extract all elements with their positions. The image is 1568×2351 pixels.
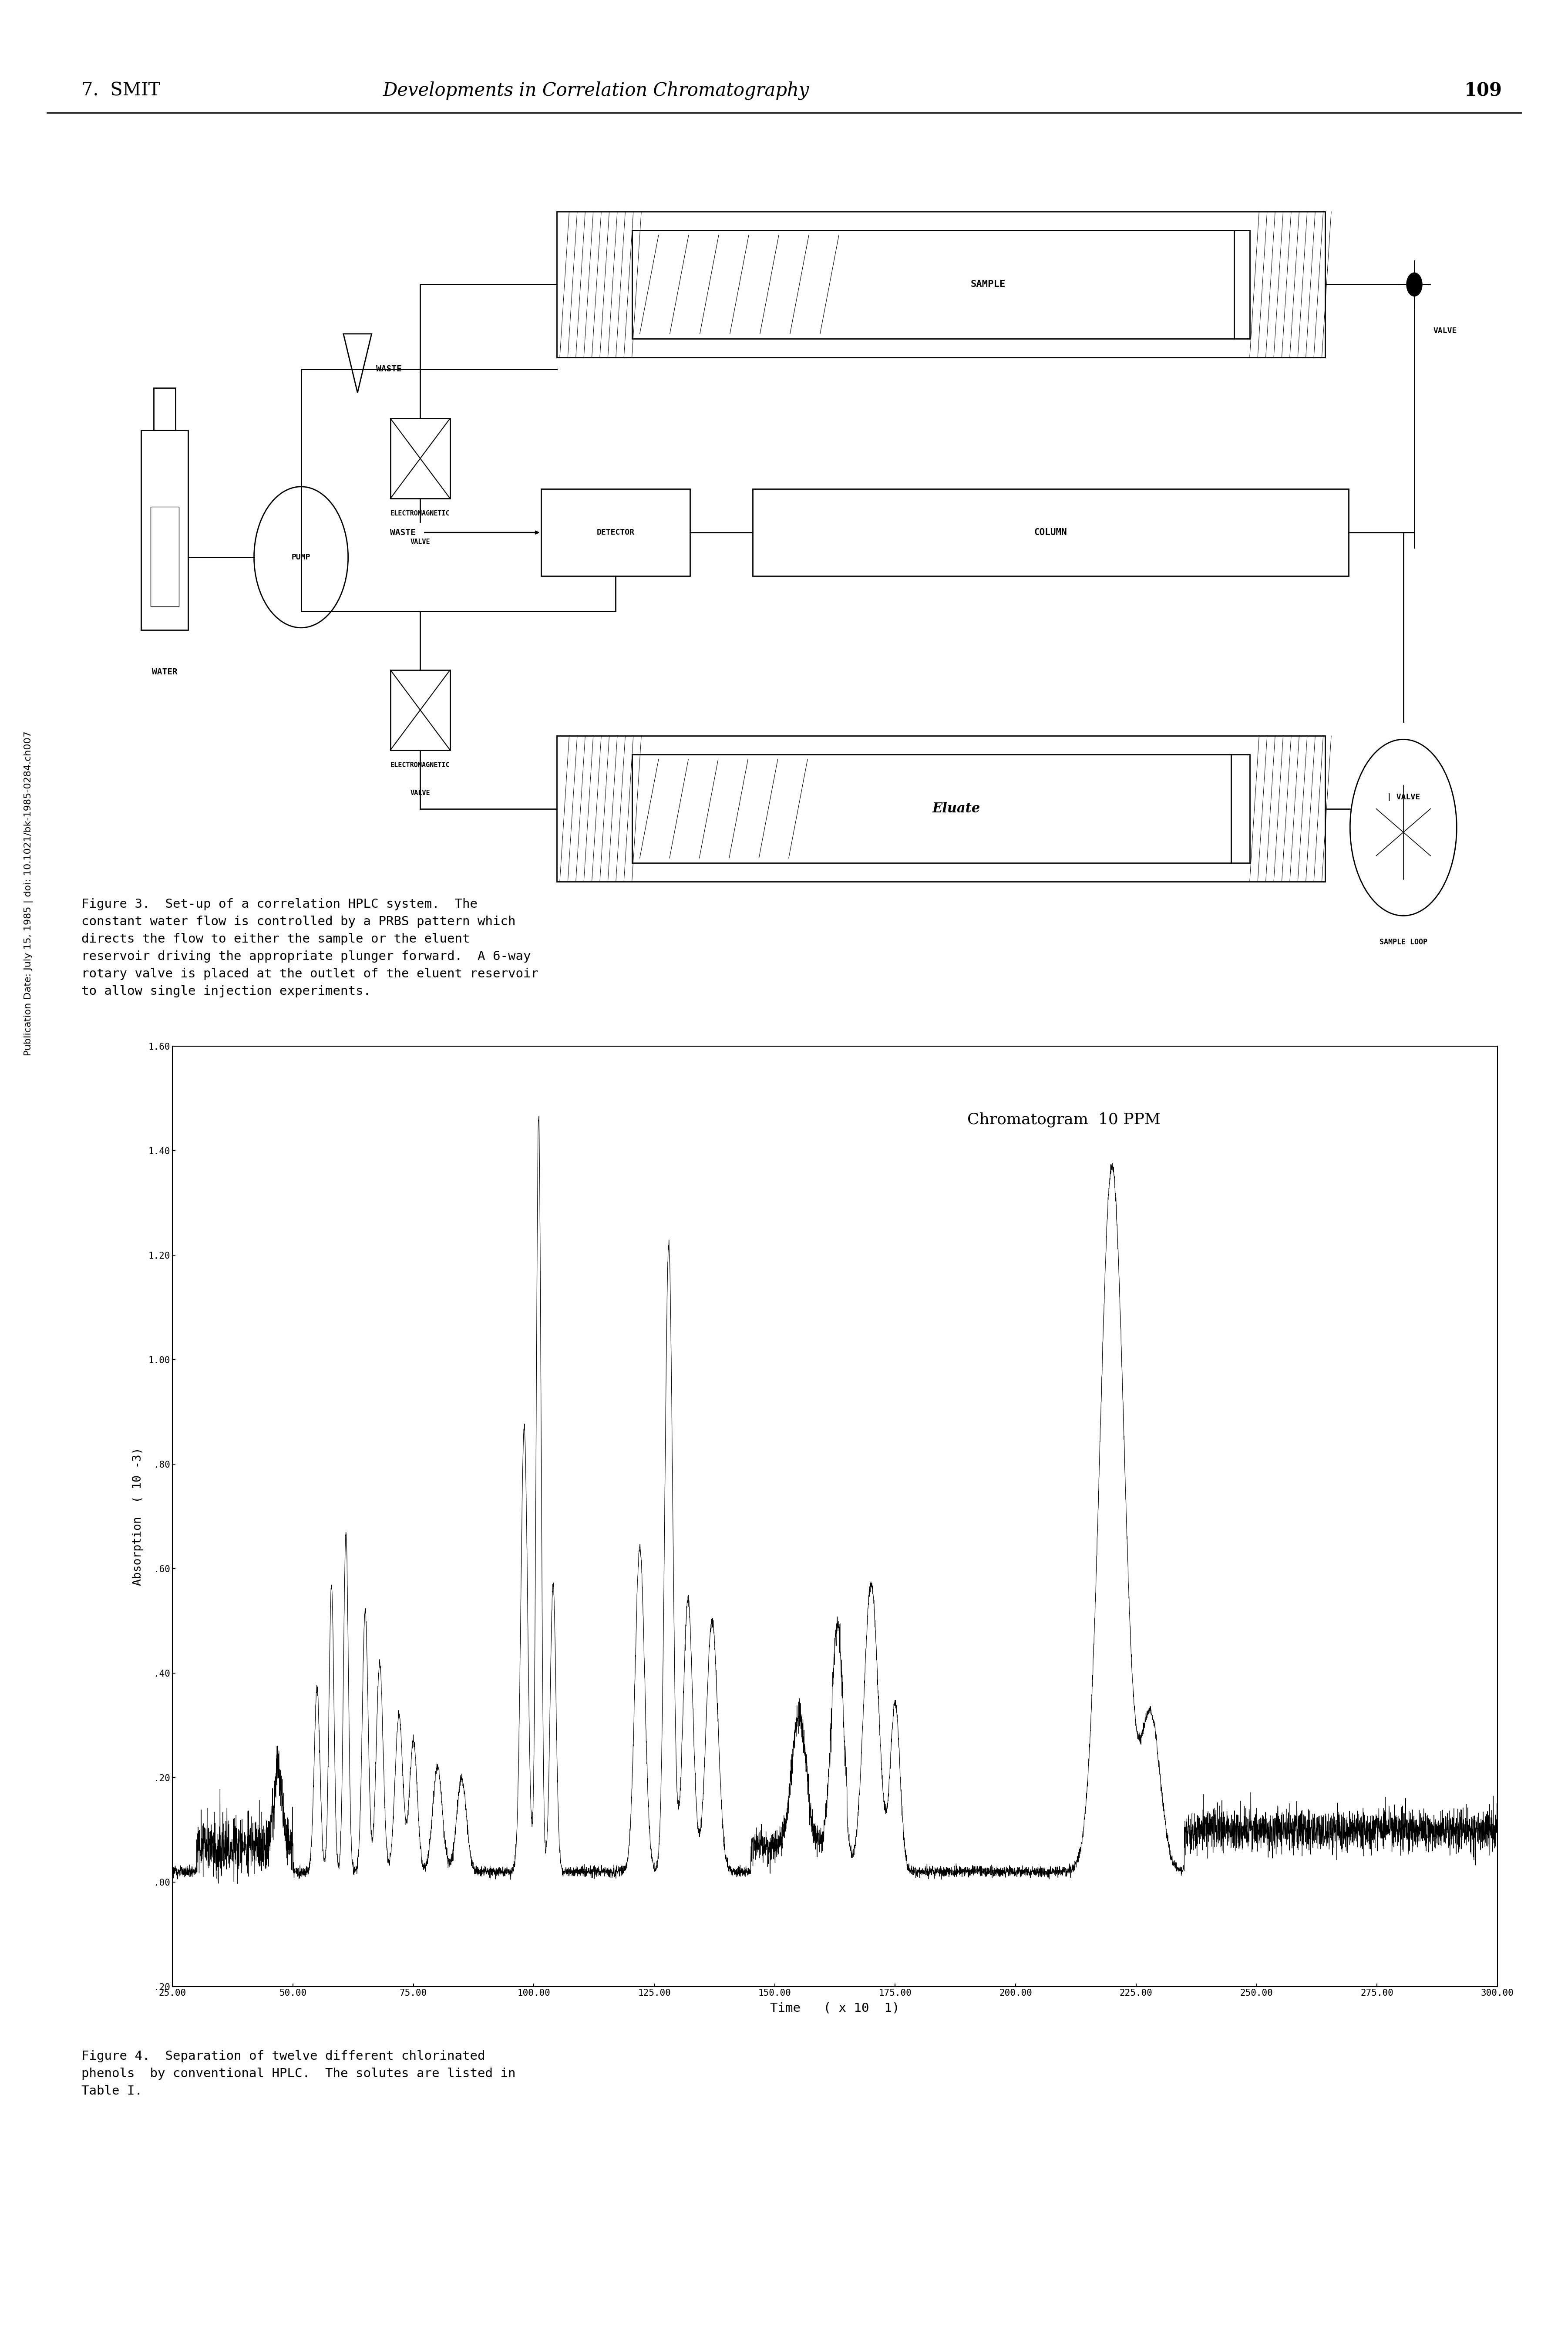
Bar (390, 670, 450, 750)
Bar (557, 736, 1325, 882)
Bar (151, 508, 179, 607)
Text: VALVE: VALVE (1433, 327, 1457, 334)
Bar (753, 489, 1348, 576)
Ellipse shape (1350, 741, 1457, 917)
Text: WATER: WATER (152, 668, 177, 677)
Text: Chromatogram  10 PPM: Chromatogram 10 PPM (967, 1112, 1160, 1126)
Text: WASTE: WASTE (376, 364, 401, 374)
Bar (390, 418, 450, 498)
Text: Figure 3.  Set-up of a correlation HPLC system.  The
constant water flow is cont: Figure 3. Set-up of a correlation HPLC s… (82, 898, 539, 997)
Text: 7.  SMIT: 7. SMIT (82, 82, 160, 99)
X-axis label: Time   ( x 10  1): Time ( x 10 1) (770, 2003, 900, 2015)
Text: SAMPLE LOOP: SAMPLE LOOP (1380, 938, 1427, 945)
Text: Developments in Correlation Chromatography: Developments in Correlation Chromatograp… (383, 82, 809, 99)
Text: VALVE: VALVE (411, 790, 430, 797)
Polygon shape (343, 334, 372, 393)
Text: COLUMN: COLUMN (1033, 529, 1068, 536)
Text: | VALVE: | VALVE (1386, 792, 1421, 802)
Circle shape (1406, 273, 1422, 296)
Bar (154, 388, 176, 430)
Text: Eluate: Eluate (933, 802, 980, 816)
Text: DETECTOR: DETECTOR (596, 529, 635, 536)
Bar (632, 755, 1250, 863)
Text: ELECTROMAGNETIC: ELECTROMAGNETIC (390, 510, 450, 517)
Circle shape (254, 487, 348, 628)
Bar (541, 489, 690, 576)
Text: PUMP: PUMP (292, 552, 310, 562)
Text: WASTE: WASTE (390, 529, 416, 536)
Text: Figure 4.  Separation of twelve different chlorinated
phenols  by conventional H: Figure 4. Separation of twelve different… (82, 2050, 516, 2097)
Text: SAMPLE: SAMPLE (971, 280, 1005, 289)
Bar (557, 212, 1325, 357)
Text: Publication Date: July 15, 1985 | doi: 10.1021/bk-1985-0284.ch007: Publication Date: July 15, 1985 | doi: 1… (24, 731, 33, 1056)
Bar (632, 230, 1250, 339)
Bar (141, 430, 188, 630)
Text: 109: 109 (1465, 82, 1502, 99)
Text: VALVE: VALVE (411, 538, 430, 545)
Text: ELECTROMAGNETIC: ELECTROMAGNETIC (390, 762, 450, 769)
Y-axis label: Absorption  ( 10 -3): Absorption ( 10 -3) (132, 1448, 144, 1585)
